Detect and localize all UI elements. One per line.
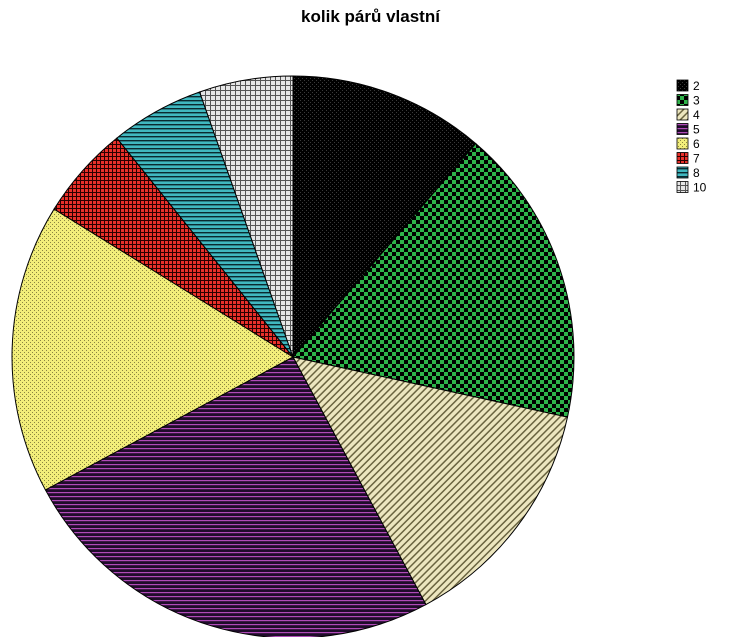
legend-label-5: 5 <box>693 123 700 137</box>
legend-label-6: 6 <box>693 137 700 151</box>
legend-swatch-10 <box>676 181 689 193</box>
pie-slice-3 <box>292 142 575 418</box>
pie-slice-10 <box>198 75 294 358</box>
pie-slice-4 <box>292 356 569 606</box>
legend-swatch-5 <box>676 123 689 135</box>
chart-title: kolik párů vlastní <box>301 7 440 26</box>
legend-swatch-8 <box>676 166 689 179</box>
legend-swatch-3 <box>676 94 689 106</box>
legend-label-10: 10 <box>693 181 707 195</box>
legend-label-4: 4 <box>693 108 700 122</box>
pie-slice-5 <box>44 356 427 637</box>
legend-label-2: 2 <box>693 79 700 93</box>
legend-swatch-4 <box>676 108 689 121</box>
pie-slice-6 <box>11 208 294 491</box>
legend-swatch-7 <box>676 152 689 164</box>
pie-slices <box>11 75 575 637</box>
legend-label-8: 8 <box>693 166 700 180</box>
pie-slice-2 <box>292 75 477 359</box>
legend-swatch-6 <box>676 137 689 150</box>
legend-swatch-2 <box>676 79 689 92</box>
legend-label-3: 3 <box>693 94 700 108</box>
legend-label-7: 7 <box>693 152 700 166</box>
